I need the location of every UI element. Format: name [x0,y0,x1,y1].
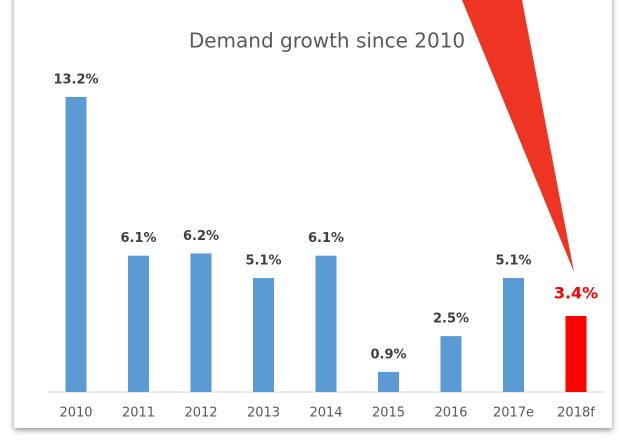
data-label: 2.5% [433,312,469,327]
data-label: 5.1% [495,254,531,269]
bar [565,316,587,392]
x-tick-label: 2012 [184,406,217,421]
data-label: 0.9% [370,347,406,362]
data-label: 5.1% [245,254,281,269]
bar [378,371,399,392]
x-tick-label: 2011 [122,406,155,421]
x-tick-label: 2015 [372,406,405,421]
bar [440,336,462,392]
x-tick-label: 2018f [557,406,595,421]
data-label: 13.2% [53,73,98,88]
x-tick-label: 2013 [247,406,280,421]
data-label: 3.4% [554,284,598,303]
plot: 2010 13.2% 2011 6.1% 2012 6.2% 2013 5.1% 2014 6.1… [53,73,598,421]
x-tick-label: 2016 [434,406,467,421]
x-tick-label: 2014 [309,406,342,421]
data-label: 6.2% [183,229,219,244]
x-tick-label: 2010 [59,406,92,421]
bar [503,278,524,392]
data-label: 6.1% [120,231,156,246]
bar [65,97,87,392]
x-tick-label: 2017e [493,406,534,421]
bar [128,255,149,392]
data-label: 6.1% [308,231,344,246]
bar [190,253,212,392]
bar [253,278,274,392]
chart-title: Demand growth since 2010 [189,29,465,53]
bar [315,255,337,392]
callout-pointer [462,0,574,272]
